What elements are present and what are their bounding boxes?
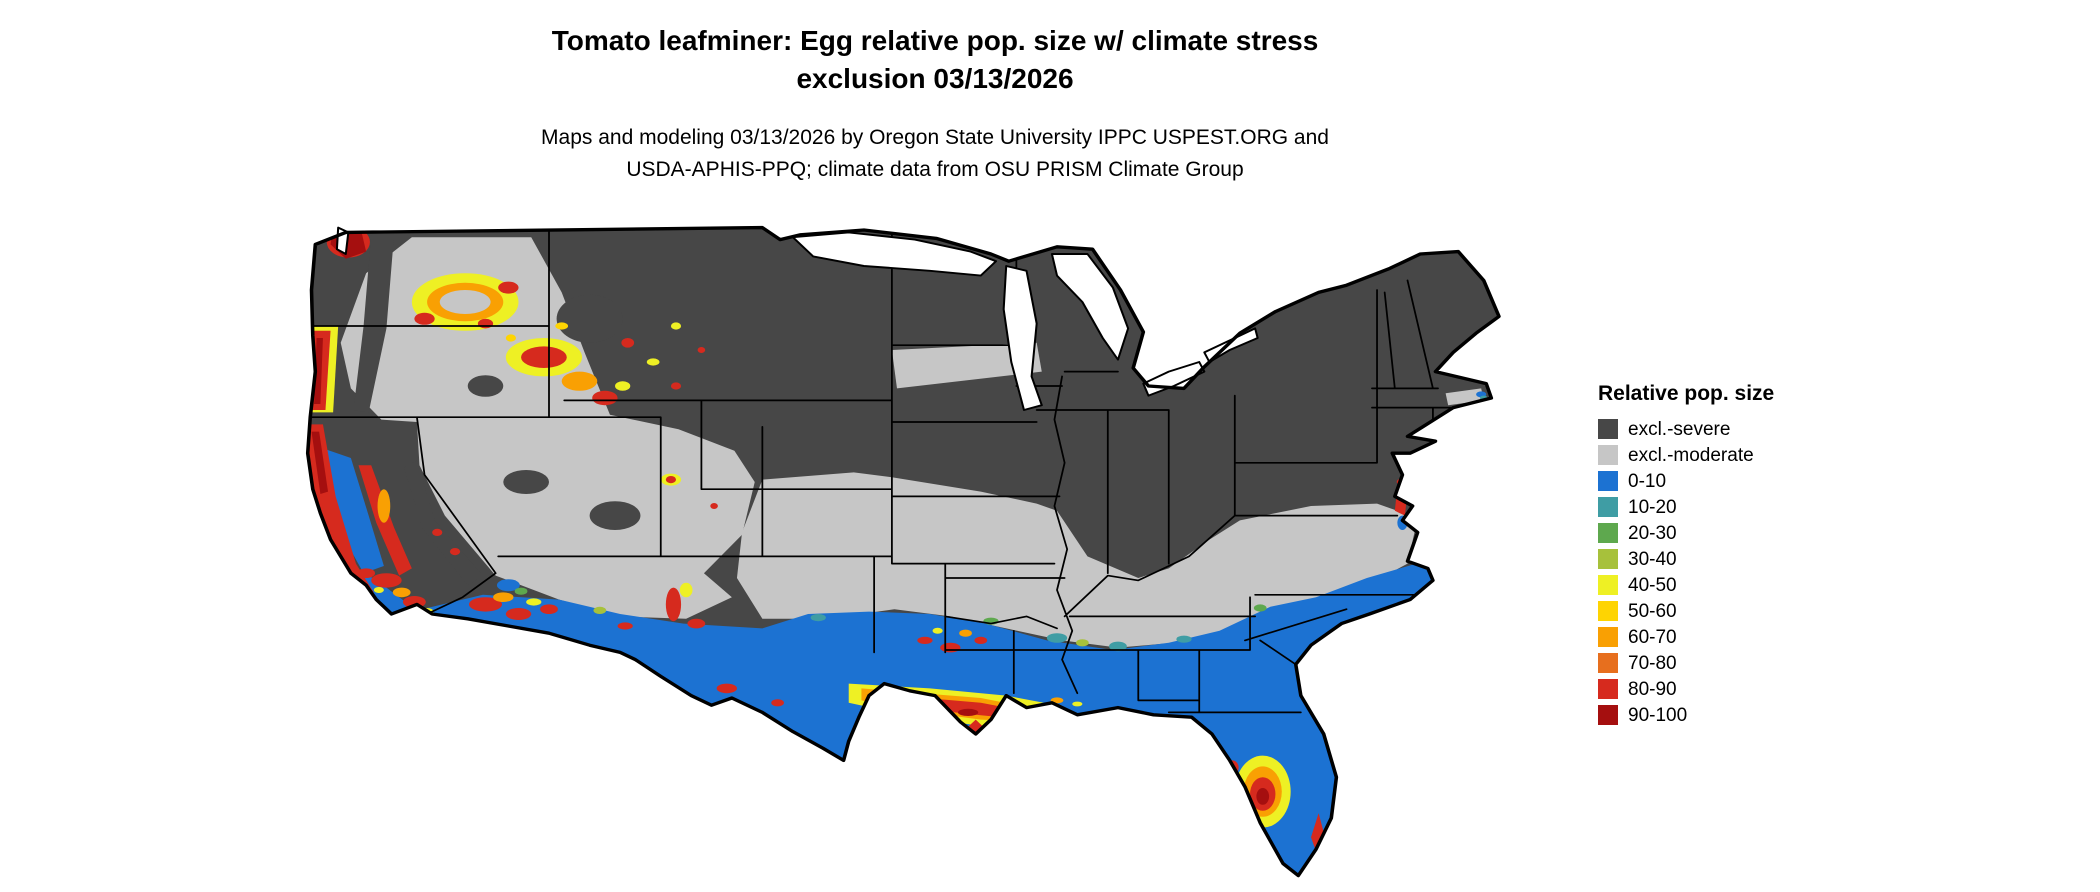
state-borders bbox=[307, 229, 1465, 714]
page-title: Tomato leafminer: Egg relative pop. size… bbox=[552, 22, 1319, 98]
legend-item-b50: 50-60 bbox=[1598, 598, 1774, 624]
page-subtitle-line2: USDA-APHIS-PPQ; climate data from OSU PR… bbox=[626, 157, 1244, 181]
lake-superior bbox=[791, 231, 998, 277]
page-title-line2: exclusion 03/13/2026 bbox=[796, 62, 1074, 94]
legend-label-b0: 0-10 bbox=[1628, 470, 1667, 492]
legend-item-b90: 90-100 bbox=[1598, 702, 1774, 728]
legend-items: excl.-severe excl.-moderate 0-10 10-20 20-30… bbox=[1598, 416, 1774, 728]
region-excl-moderate-central bbox=[736, 342, 1484, 648]
legend-item-b10: 10-20 bbox=[1598, 494, 1774, 520]
legend-swatch-b70 bbox=[1598, 653, 1618, 673]
us-outline bbox=[305, 225, 1501, 878]
legend-label-b10: 10-20 bbox=[1628, 496, 1677, 518]
legend-item-b40: 40-50 bbox=[1598, 572, 1774, 598]
page-subtitle: Maps and modeling 03/13/2026 by Oregon S… bbox=[541, 122, 1329, 185]
legend-label-b90: 90-100 bbox=[1628, 704, 1688, 726]
region-excl-moderate-west bbox=[340, 234, 755, 619]
legend: Relative pop. size excl.-severe excl.-mod… bbox=[1598, 382, 1774, 728]
legend-item-b0: 0-10 bbox=[1598, 468, 1774, 494]
hotspots-southwest bbox=[468, 473, 988, 707]
legend-item-b20: 20-30 bbox=[1598, 520, 1774, 546]
legend-swatch-b30 bbox=[1598, 549, 1618, 569]
legend-label-b20: 20-30 bbox=[1628, 522, 1677, 544]
legend-swatch-b50 bbox=[1598, 601, 1618, 621]
legend-item-mod: excl.-moderate bbox=[1598, 442, 1774, 468]
hotspots-california bbox=[307, 424, 461, 616]
legend-item-b80: 80-90 bbox=[1598, 676, 1774, 702]
legend-title: Relative pop. size bbox=[1598, 382, 1775, 405]
legend-label-b40: 40-50 bbox=[1628, 574, 1677, 596]
page-subtitle-line1: Maps and modeling 03/13/2026 by Oregon S… bbox=[541, 126, 1329, 149]
legend-label-b30: 30-40 bbox=[1628, 548, 1677, 570]
page-title-line1: Tomato leafminer: Egg relative pop. size… bbox=[551, 25, 1319, 56]
us-map bbox=[305, 225, 1501, 878]
legend-swatch-sev bbox=[1598, 419, 1618, 439]
legend-swatch-b60 bbox=[1598, 627, 1618, 647]
lake-huron bbox=[1050, 253, 1130, 361]
legend-label-b70: 70-80 bbox=[1628, 652, 1677, 674]
legend-swatch-mod bbox=[1598, 445, 1618, 465]
legend-label-b80: 80-90 bbox=[1628, 678, 1677, 700]
legend-item-b70: 70-80 bbox=[1598, 650, 1774, 676]
legend-swatch-b40 bbox=[1598, 575, 1618, 595]
legend-label-mod: excl.-moderate bbox=[1628, 444, 1754, 466]
legend-item-b30: 30-40 bbox=[1598, 546, 1774, 572]
legend-swatch-b20 bbox=[1598, 523, 1618, 543]
legend-item-sev: excl.-severe bbox=[1598, 416, 1774, 442]
region-mid-range-fringe bbox=[514, 395, 1488, 652]
legend-item-b60: 60-70 bbox=[1598, 624, 1774, 650]
legend-swatch-b90 bbox=[1598, 705, 1618, 725]
legend-label-b60: 60-70 bbox=[1628, 626, 1677, 648]
legend-swatch-b80 bbox=[1598, 679, 1618, 699]
lake-michigan bbox=[1002, 265, 1043, 411]
legend-label-sev: excl.-severe bbox=[1628, 418, 1731, 440]
legend-swatch-b0 bbox=[1598, 471, 1618, 491]
hotspots-pacific-northwest bbox=[307, 227, 706, 413]
legend-label-b50: 50-60 bbox=[1628, 600, 1677, 622]
legend-swatch-b10 bbox=[1598, 497, 1618, 517]
